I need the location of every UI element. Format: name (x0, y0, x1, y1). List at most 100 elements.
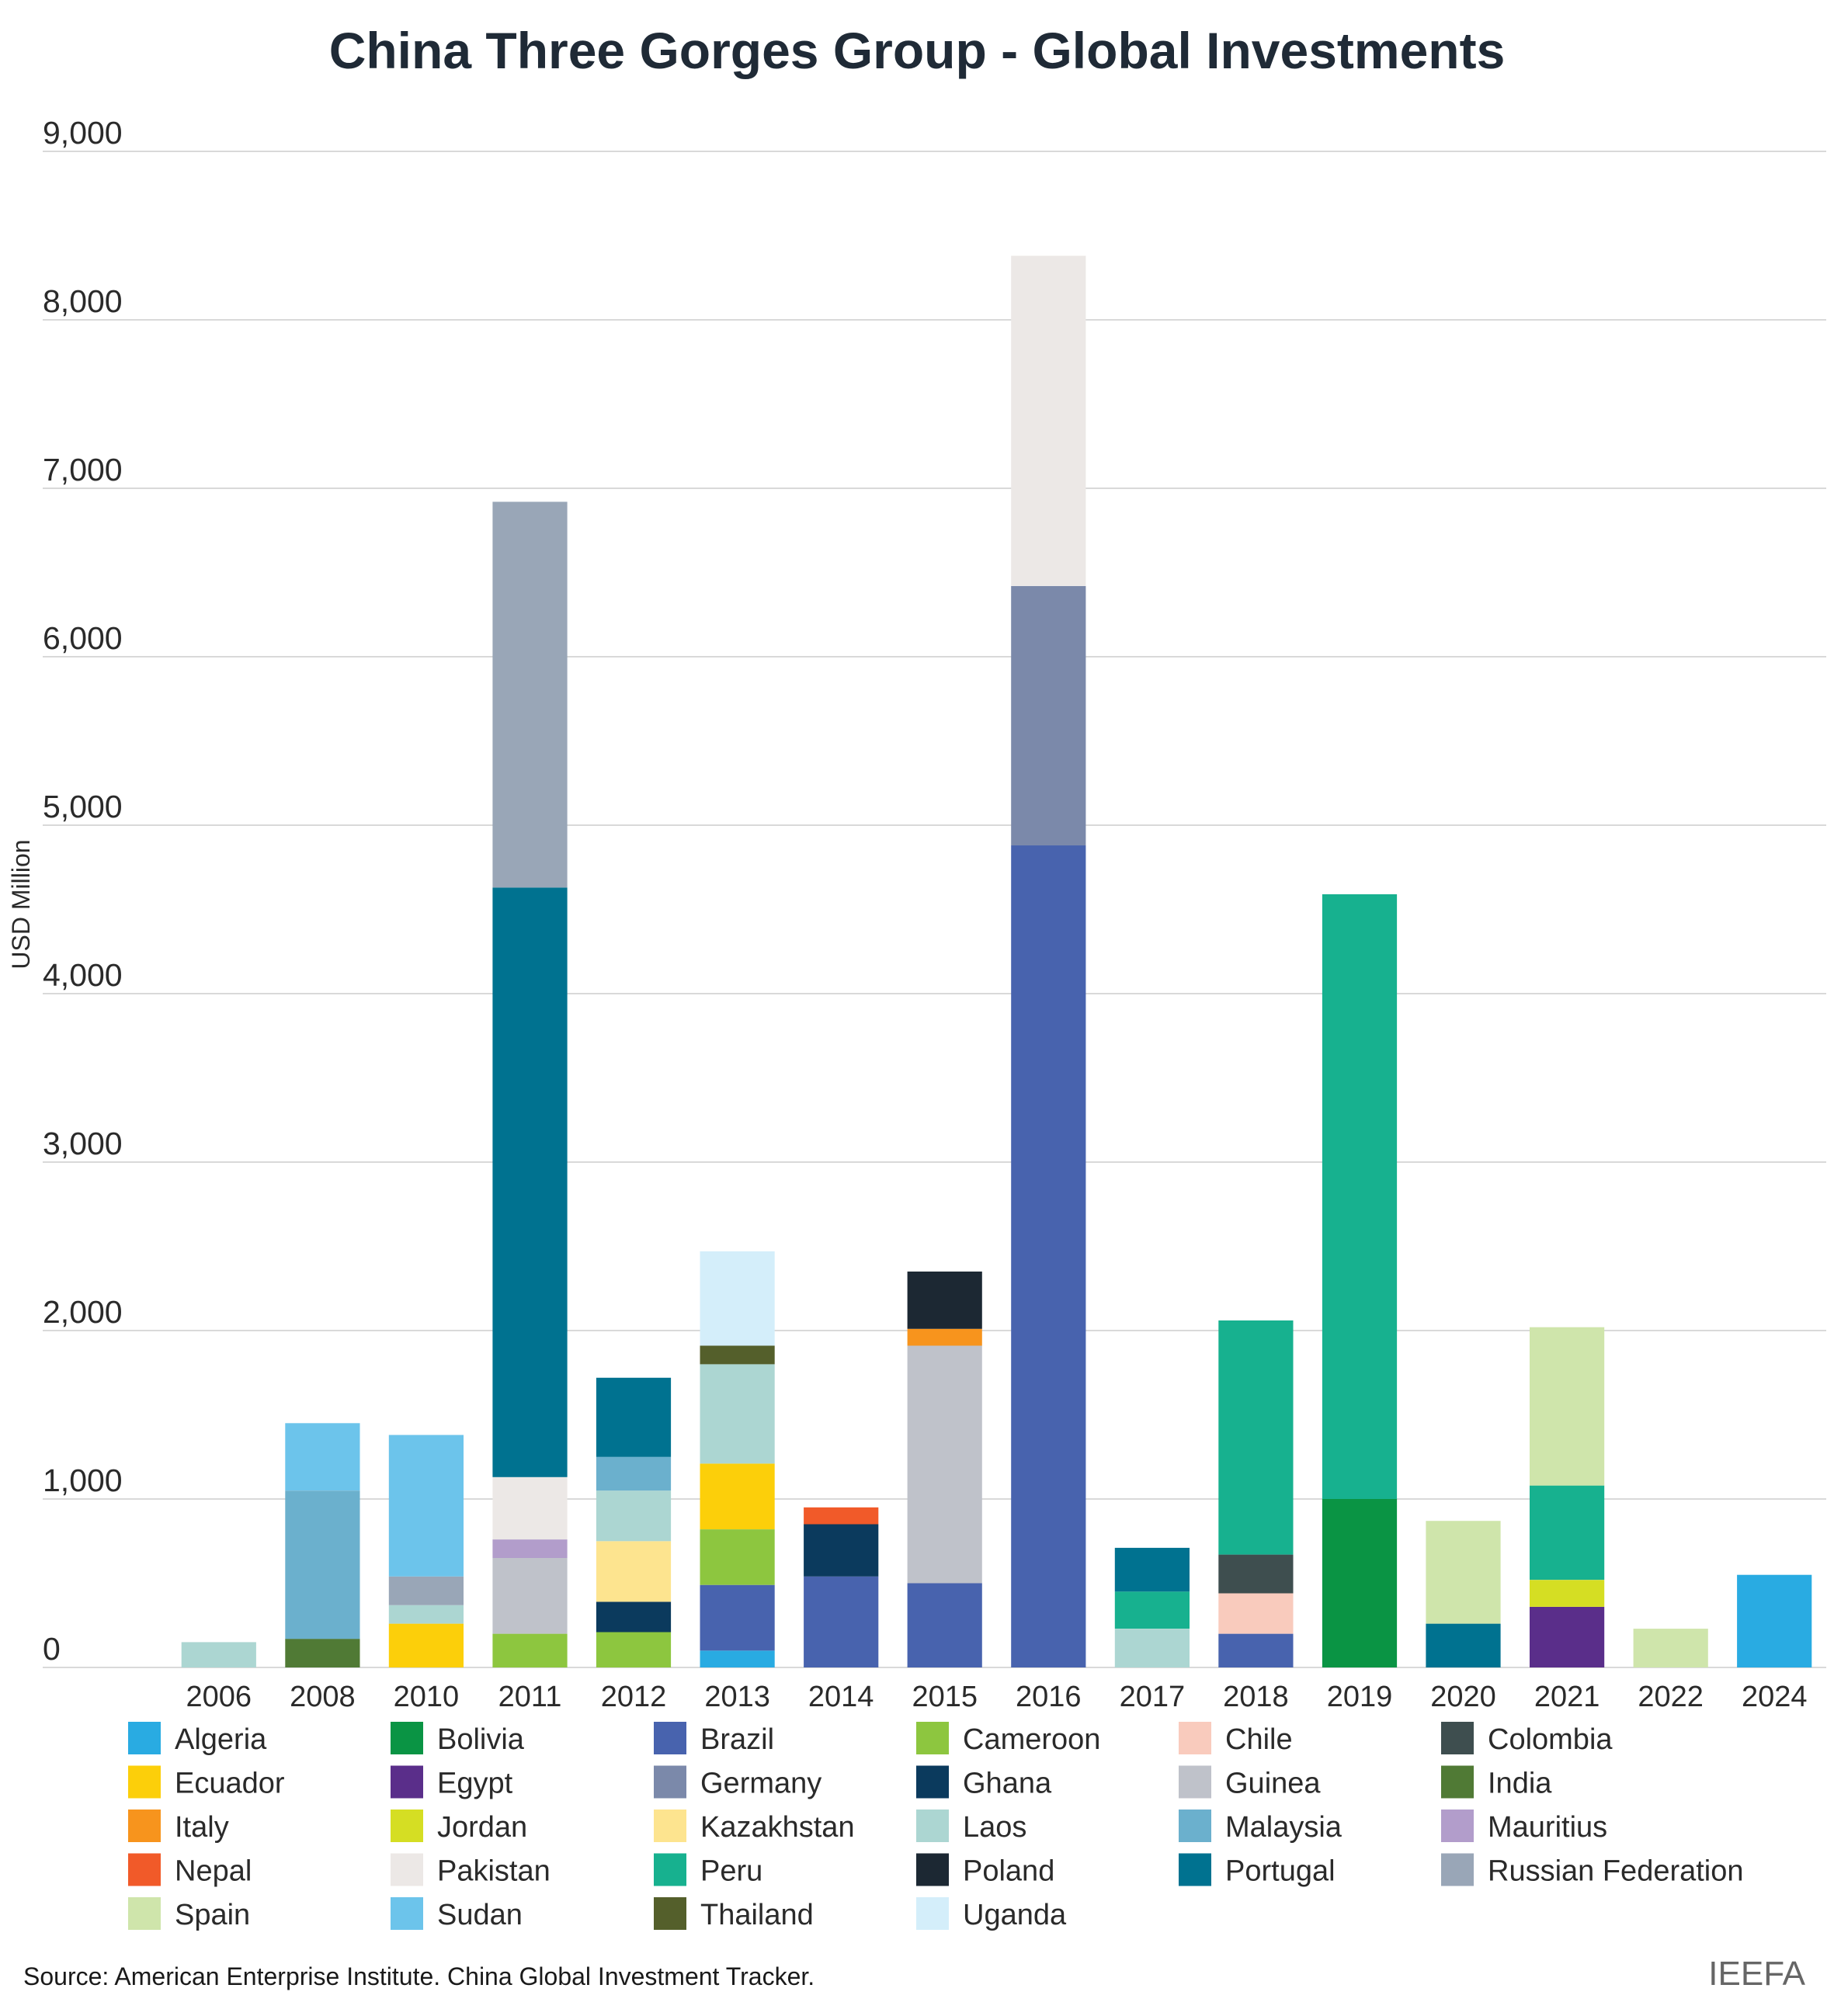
bar-segment-2012-laos (596, 1490, 672, 1542)
legend-label: Russian Federation (1488, 1855, 1744, 1888)
y-tick-label: 2,000 (43, 1294, 123, 1330)
bar-segment-2012-malaysia (596, 1456, 672, 1491)
legend-item-nepal: Nepal (128, 1853, 252, 1888)
legend-item-italy: Italy (128, 1810, 229, 1844)
legend-label: Germany (700, 1768, 821, 1800)
bar-segment-2008-malaysia (285, 1490, 360, 1640)
legend-item-laos: Laos (916, 1810, 1026, 1844)
bar-segment-2015-guinea (907, 1345, 982, 1584)
legend-swatch (654, 1853, 686, 1886)
bar-segment-2015-brazil (907, 1583, 982, 1667)
bar-segment-2012-kazakhstan (596, 1541, 672, 1602)
legend-item-peru: Peru (654, 1853, 762, 1888)
legend-label: Brazil (700, 1723, 774, 1756)
legend-item-thailand: Thailand (654, 1897, 814, 1931)
y-axis-ticks: 0 1,000 2,000 3,000 4,000 5,000 6,000 7,000 8,00… (43, 115, 123, 1667)
legend-item-germany: Germany (654, 1765, 821, 1800)
bar-segment-2022-spain (1633, 1629, 1708, 1667)
x-tick-label: 2010 (394, 1681, 460, 1713)
y-tick-label: 8,000 (43, 283, 123, 319)
bar-segment-2015-poland (907, 1272, 982, 1329)
legend-item-india: India (1441, 1765, 1552, 1800)
legend-swatch (654, 1765, 686, 1799)
legend-item-jordan: Jordan (391, 1810, 527, 1844)
bar-segment-2020-portugal (1426, 1623, 1501, 1667)
legend-item-colombia: Colombia (1441, 1722, 1613, 1756)
legend-item-portugal: Portugal (1179, 1853, 1336, 1888)
legend-label: Jordan (437, 1811, 527, 1844)
bar-segment-2010-russian-federation (388, 1576, 464, 1605)
legend-swatch (916, 1897, 949, 1930)
legend-label: Guinea (1225, 1768, 1321, 1800)
legend-label: Ecuador (175, 1768, 285, 1800)
bar-segment-2016-pakistan (1011, 255, 1086, 586)
bar-segment-2011-guinea (492, 1558, 568, 1634)
bar-segment-2011-pakistan (492, 1476, 568, 1540)
legend-swatch (916, 1722, 949, 1754)
chart-title: China Three Gorges Group - Global Invest… (329, 22, 1506, 79)
legend-swatch (1441, 1765, 1474, 1799)
bar-segment-2021-peru (1530, 1485, 1605, 1581)
y-tick-label: 3,000 (43, 1126, 123, 1161)
legend-label: Spain (175, 1899, 250, 1931)
legend-label: Ghana (963, 1768, 1052, 1800)
bars (181, 255, 1812, 1667)
bar-segment-2021-jordan (1530, 1580, 1605, 1607)
legend-label: Pakistan (437, 1855, 551, 1888)
bar-segment-2010-laos (388, 1605, 464, 1624)
y-tick-label: 4,000 (43, 957, 123, 993)
legend-swatch (654, 1722, 686, 1754)
source-note: Source: American Enterprise Institute. C… (23, 1962, 815, 1990)
legend-label: Cameroon (963, 1723, 1100, 1756)
bar-segment-2008-india (285, 1639, 360, 1667)
y-tick-label: 6,000 (43, 620, 123, 656)
x-tick-label: 2014 (808, 1681, 874, 1713)
legend-label: India (1488, 1768, 1552, 1800)
brand-logo: IEEFA (1708, 1955, 1805, 1993)
bar-segment-2012-portugal (596, 1377, 672, 1457)
bar-segment-2018-colombia (1218, 1554, 1294, 1594)
bar-segment-2024-algeria (1737, 1574, 1812, 1667)
legend-swatch (1179, 1765, 1211, 1799)
legend-label: Peru (700, 1855, 762, 1888)
legend-label: Colombia (1488, 1723, 1613, 1756)
legend-swatch (916, 1765, 949, 1799)
x-tick-label: 2012 (601, 1681, 667, 1713)
legend-swatch (654, 1810, 686, 1842)
legend-label: Poland (963, 1855, 1054, 1888)
legend-item-mauritius: Mauritius (1441, 1810, 1607, 1844)
bar-segment-2019-peru (1322, 894, 1398, 1499)
bar-segment-2016-brazil (1011, 845, 1086, 1667)
bar-segment-2010-sudan (388, 1435, 464, 1577)
bar-segment-2006-laos (181, 1642, 256, 1667)
legend-item-ecuador: Ecuador (128, 1765, 285, 1800)
bar-segment-2012-ghana (596, 1601, 672, 1633)
legend-label: Malaysia (1225, 1811, 1343, 1844)
bar-segment-2014-nepal (804, 1507, 879, 1525)
legend-swatch (391, 1722, 423, 1754)
legend-item-poland: Poland (916, 1853, 1054, 1888)
bar-segment-2018-chile (1218, 1593, 1294, 1634)
bar-segment-2011-mauritius (492, 1539, 568, 1558)
bar-segment-2010-ecuador (388, 1623, 464, 1667)
legend-swatch (916, 1853, 949, 1886)
x-tick-label: 2017 (1120, 1681, 1186, 1713)
legend-swatch (128, 1853, 161, 1886)
bar-segment-2012-cameroon (596, 1632, 672, 1667)
bar-segment-2014-ghana (804, 1524, 879, 1577)
y-tick-label: 1,000 (43, 1463, 123, 1498)
x-tick-label: 2022 (1638, 1681, 1704, 1713)
legend-label: Sudan (437, 1899, 523, 1931)
bar-segment-2013-ecuador (700, 1463, 775, 1529)
legend-item-algeria: Algeria (128, 1722, 267, 1756)
legend-item-uganda: Uganda (916, 1897, 1067, 1931)
legend-swatch (128, 1722, 161, 1754)
y-tick-label: 7,000 (43, 452, 123, 488)
legend-swatch (391, 1897, 423, 1930)
bar-segment-2013-algeria (700, 1650, 775, 1667)
y-tick-label: 0 (43, 1631, 61, 1667)
bar-segment-2011-russian-federation (492, 501, 568, 888)
legend-item-russian-federation: Russian Federation (1441, 1853, 1744, 1888)
x-tick-label: 2015 (912, 1681, 978, 1713)
legend-item-ghana: Ghana (916, 1765, 1052, 1800)
